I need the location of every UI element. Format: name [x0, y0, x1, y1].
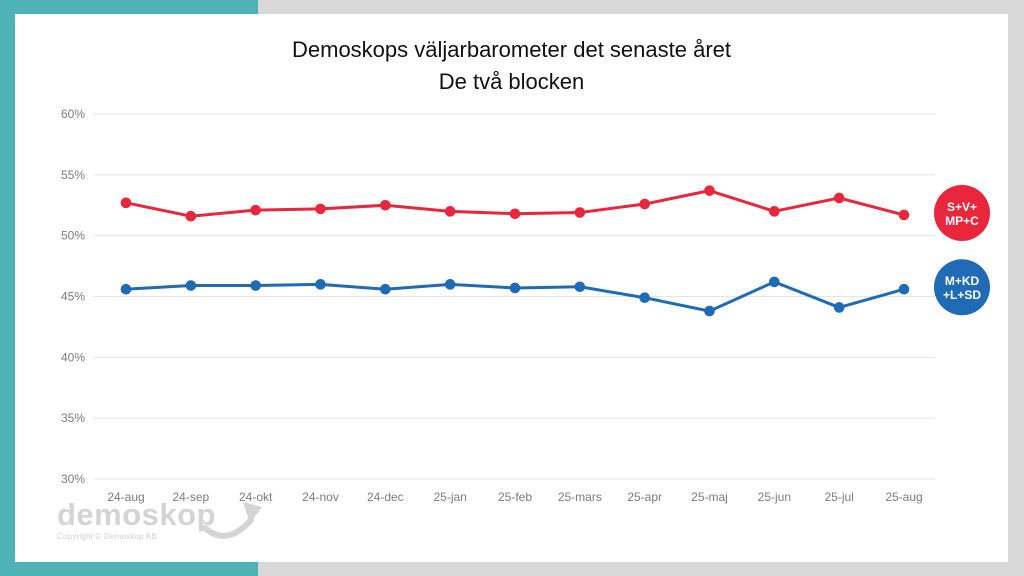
x-tick-label: 24-dec [367, 490, 404, 504]
data-point-M+KD+L+SD-25-jun [769, 276, 780, 288]
data-point-S+V+MP+C-24-aug [120, 197, 132, 209]
demoskop-logo: demoskop Copyright © Demoskop AB [57, 497, 262, 541]
data-point-S+V+MP+C-24-sep [185, 210, 197, 222]
data-point-S+V+MP+C-25-jun [769, 206, 780, 217]
legend-badge-label-S+V+MP+C: S+V+ MP+C [945, 200, 979, 228]
data-point-S+V+MP+C-25-maj [704, 185, 715, 196]
data-point-M+KD+L+SD-24-dec [380, 283, 391, 295]
data-point-M+KD+L+SD-24-aug [120, 283, 132, 295]
data-point-M+KD+L+SD-25-feb [509, 282, 521, 294]
accent-bar-bottom [0, 562, 258, 576]
y-tick-label: 45% [61, 290, 85, 304]
x-tick-label: 24-sep [172, 490, 209, 504]
data-point-S+V+MP+C-24-okt [250, 204, 261, 216]
x-tick-label: 25-jul [824, 490, 853, 504]
y-tick-label: 60% [61, 107, 85, 121]
x-tick-label: 25-maj [691, 490, 728, 504]
x-tick-label: 25-apr [627, 490, 662, 504]
data-point-S+V+MP+C-24-dec [380, 199, 391, 211]
data-point-S+V+MP+C-25-feb [509, 208, 521, 220]
data-point-M+KD+L+SD-24-nov [315, 279, 326, 290]
chart-title: Demoskops väljarbarometer det senaste år… [15, 34, 1008, 98]
data-point-S+V+MP+C-25-mars [574, 207, 586, 218]
x-tick-label: 25-feb [498, 490, 532, 504]
copyright-text: Copyright © Demoskop AB [57, 532, 157, 541]
chart-title-line2: De två blocken [438, 69, 585, 94]
legend-badge-S+V+MP+C [934, 184, 990, 241]
data-point-S+V+MP+C-25-apr [639, 198, 650, 210]
y-tick-label: 30% [61, 472, 85, 486]
demoskop-logo-text: demoskop [57, 497, 217, 532]
x-tick-label: 25-jan [433, 490, 466, 504]
data-point-S+V+MP+C-25-jul [833, 192, 845, 204]
data-point-S+V+MP+C-24-nov [315, 203, 326, 215]
legend-badge-label-M+KD+L+SD: M+KD +L+SD [943, 274, 981, 302]
y-tick-label: 35% [61, 411, 85, 425]
x-tick-label: 24-okt [239, 490, 273, 504]
data-point-M+KD+L+SD-25-mars [574, 281, 586, 293]
legend-badge-M+KD+L+SD [934, 259, 990, 316]
data-point-M+KD+L+SD-25-apr [639, 292, 650, 304]
x-tick-label: 24-nov [302, 490, 339, 504]
data-point-M+KD+L+SD-25-jul [833, 302, 845, 313]
x-tick-label: 25-mars [558, 490, 602, 504]
x-tick-label: 25-jun [758, 490, 791, 504]
accent-bar-left [0, 0, 15, 576]
chart-title-line1: Demoskops väljarbarometer det senaste år… [292, 37, 731, 62]
x-tick-label: 24-aug [107, 490, 144, 504]
x-tick-label: 25-aug [885, 490, 922, 504]
data-point-S+V+MP+C-25-jan [444, 206, 456, 217]
y-tick-label: 50% [61, 229, 85, 243]
data-point-M+KD+L+SD-25-maj [704, 305, 715, 317]
data-point-M+KD+L+SD-25-aug [898, 283, 910, 295]
data-point-M+KD+L+SD-25-jan [444, 279, 456, 290]
data-point-S+V+MP+C-25-aug [898, 209, 910, 221]
demoskop-arrow-icon [202, 502, 262, 539]
data-point-M+KD+L+SD-24-okt [250, 280, 261, 291]
y-tick-label: 55% [61, 168, 85, 182]
accent-bar-top [0, 0, 258, 14]
data-point-M+KD+L+SD-24-sep [185, 280, 197, 291]
y-tick-label: 40% [61, 350, 85, 364]
